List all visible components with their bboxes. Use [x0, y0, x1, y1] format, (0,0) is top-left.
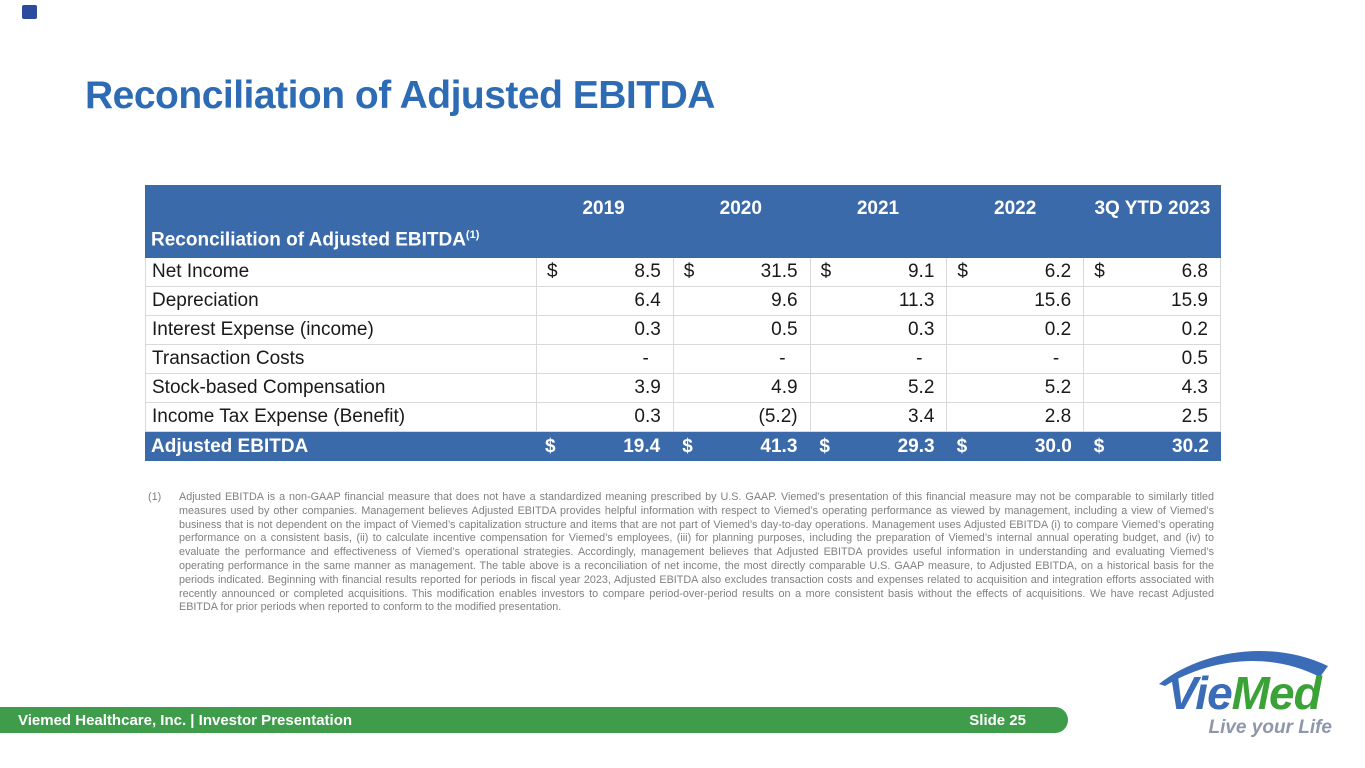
cell-value: 19.4	[623, 436, 661, 457]
logo-tagline: Live your Life	[1208, 717, 1332, 738]
row-label: Adjusted EBITDA	[151, 436, 309, 457]
cell-value: 5.2	[907, 377, 935, 398]
reconciliation-table: Reconciliation of Adjusted EBITDA(1) 201…	[145, 185, 1221, 461]
cell-value: 4.3	[1181, 377, 1208, 398]
currency-symbol: $	[1093, 436, 1105, 457]
cell-value: 0.3	[634, 406, 661, 427]
viemed-logo: VieMed Live your Life	[1153, 646, 1335, 739]
currency-symbol: $	[819, 436, 830, 457]
cell-value: 11.3	[898, 290, 935, 311]
cell-value: -	[642, 348, 649, 369]
cell-value: -	[916, 348, 923, 369]
row-label: Income Tax Expense (Benefit)	[152, 406, 406, 427]
cell-value: (5.2)	[758, 406, 798, 427]
table-header-row: Reconciliation of Adjusted EBITDA(1) 201…	[145, 185, 1221, 258]
row-label: Stock-based Compensation	[152, 377, 386, 398]
cell-value: 9.1	[907, 261, 935, 282]
cell-value: -	[1052, 348, 1060, 369]
logo-wordmark: VieMed	[1153, 670, 1335, 716]
row-label: Net Income	[152, 261, 250, 282]
logo-swoosh-icon	[1159, 650, 1328, 686]
table-row-income-tax-expense: Income Tax Expense (Benefit) 0.3 (5.2) 3…	[145, 403, 1221, 432]
row-label: Transaction Costs	[152, 348, 305, 369]
currency-symbol: $	[683, 261, 695, 282]
row-label: Interest Expense (income)	[152, 319, 374, 340]
footnote-reference: (1)	[465, 228, 480, 241]
corner-accent	[22, 5, 37, 19]
cell-value: 3.9	[634, 377, 661, 398]
cell-value: 15.6	[1034, 290, 1072, 311]
cell-value: 4.9	[771, 377, 798, 398]
column-header-2021: 2021	[856, 198, 900, 219]
table-row-adjusted-ebitda-total: Adjusted EBITDA $19.4 $41.3 $29.3 $30.0 …	[145, 432, 1221, 461]
logo-word-med: Med	[1231, 667, 1322, 719]
cell-value: 2.8	[1044, 406, 1072, 427]
table-row-net-income: Net Income $8.5 $31.5 $9.1 $6.2 $6.8	[145, 258, 1221, 287]
footnote-marker: (1)	[148, 491, 162, 503]
cell-value: 9.6	[771, 290, 798, 311]
slide-number: Slide 25	[969, 711, 1026, 729]
cell-value: 0.2	[1181, 319, 1208, 340]
table-row-transaction-costs: Transaction Costs - - - - 0.5	[145, 345, 1221, 374]
cell-value: 30.2	[1172, 436, 1209, 457]
currency-symbol: $	[1094, 261, 1105, 282]
currency-symbol: $	[682, 436, 693, 457]
cell-value: 6.4	[634, 290, 661, 311]
cell-value: 0.3	[907, 319, 935, 340]
cell-value: 30.0	[1034, 436, 1072, 457]
footnote-text: Adjusted EBITDA is a non-GAAP financial …	[179, 491, 1214, 614]
cell-value: 6.8	[1181, 261, 1208, 282]
cell-value: -	[779, 348, 786, 369]
cell-value: 6.2	[1044, 261, 1072, 282]
cell-value: 8.5	[634, 261, 661, 282]
table-group-header-label: Reconciliation of Adjusted EBITDA	[151, 229, 466, 250]
cell-value: 2.5	[1181, 406, 1208, 427]
currency-symbol: $	[547, 261, 558, 282]
cell-value: 41.3	[760, 436, 798, 457]
row-label: Depreciation	[152, 290, 259, 311]
cell-value: 31.5	[760, 261, 798, 282]
currency-symbol: $	[545, 436, 556, 457]
cell-value: 0.5	[771, 319, 798, 340]
page-title: Reconciliation of Adjusted EBITDA	[85, 74, 715, 117]
column-header-3q-ytd-2023: 3Q YTD 2023	[1094, 198, 1211, 219]
cell-value: 29.3	[897, 436, 935, 457]
currency-symbol: $	[957, 261, 968, 282]
table-row-stock-based-compensation: Stock-based Compensation 3.9 4.9 5.2 5.2…	[145, 374, 1221, 403]
column-header-2019: 2019	[582, 198, 625, 219]
footnote: (1) Adjusted EBITDA is a non-GAAP financ…	[148, 491, 1214, 615]
cell-value: 0.5	[1181, 348, 1208, 369]
table-row-interest-expense: Interest Expense (income) 0.3 0.5 0.3 0.…	[145, 316, 1221, 345]
logo-word-vie: Vie	[1167, 667, 1232, 719]
column-header-2020: 2020	[719, 198, 762, 219]
column-header-2022: 2022	[994, 198, 1037, 219]
cell-value: 0.3	[634, 319, 661, 340]
currency-symbol: $	[956, 436, 968, 457]
table-group-header: Reconciliation of Adjusted EBITDA(1)	[145, 229, 535, 258]
currency-symbol: $	[820, 261, 832, 282]
table-row-depreciation: Depreciation 6.4 9.6 11.3 15.6 15.9	[145, 287, 1221, 316]
footer-bar: Viemed Healthcare, Inc. | Investor Prese…	[0, 707, 1068, 733]
cell-value: 3.4	[907, 406, 935, 427]
cell-value: 0.2	[1044, 319, 1072, 340]
footer-left-text: Viemed Healthcare, Inc. | Investor Prese…	[18, 711, 353, 729]
cell-value: 15.9	[1171, 290, 1208, 311]
cell-value: 5.2	[1044, 377, 1072, 398]
